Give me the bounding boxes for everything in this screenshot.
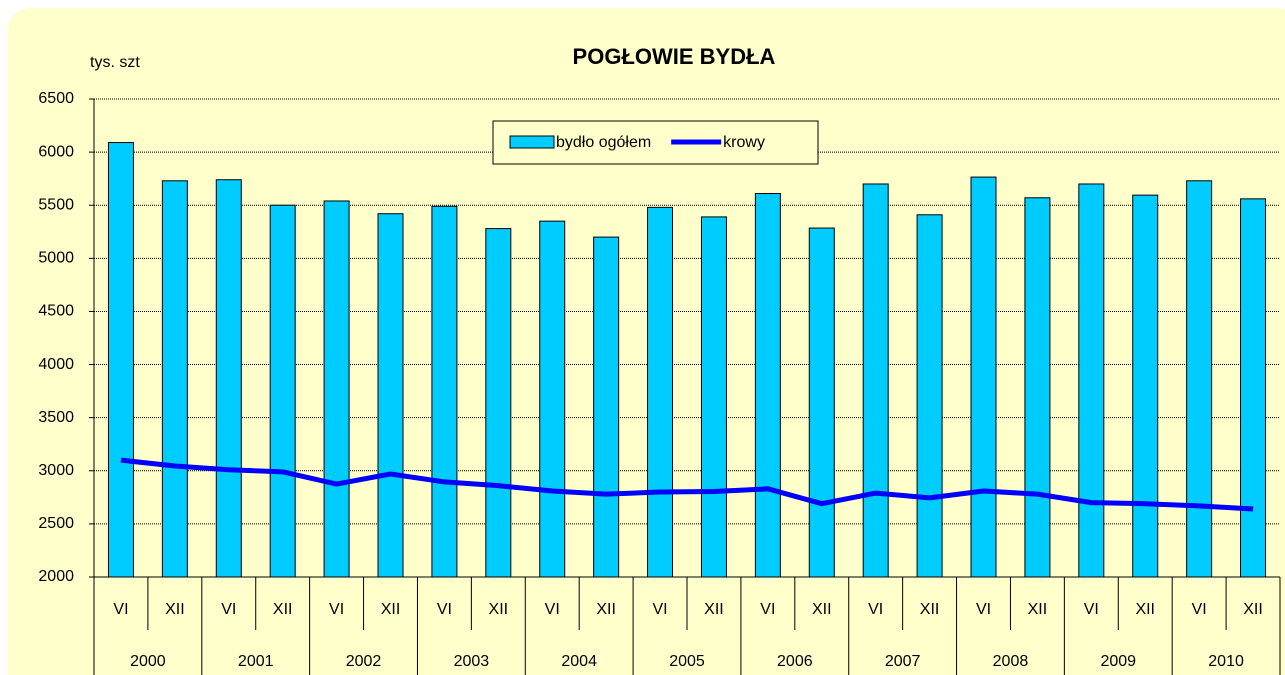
legend-swatch <box>509 135 555 149</box>
bar <box>916 214 943 578</box>
x-tick-label: XII <box>273 601 293 618</box>
bar <box>1240 198 1267 578</box>
x-group-label: 2008 <box>993 653 1029 670</box>
x-tick-label: VI <box>760 601 775 618</box>
x-tick-label: VI <box>437 601 452 618</box>
bar <box>593 236 620 578</box>
bar <box>1132 194 1159 578</box>
bar <box>700 216 727 578</box>
y-tick-label: 2500 <box>38 515 74 532</box>
bar <box>754 193 781 578</box>
x-group-label: 2004 <box>561 653 597 670</box>
x-tick-label: XII <box>920 601 940 618</box>
x-tick-label: XII <box>165 601 185 618</box>
legend-label: bydło ogółem <box>556 134 651 151</box>
bar <box>1024 197 1051 578</box>
x-tick-label: VI <box>113 601 128 618</box>
x-tick-label: VI <box>868 601 883 618</box>
y-tick-label: 5500 <box>38 196 74 213</box>
y-tick-label: 6000 <box>38 143 74 160</box>
x-group-label: 2005 <box>669 653 705 670</box>
x-tick-label: XII <box>1243 601 1263 618</box>
x-tick-label: VI <box>329 601 344 618</box>
x-group-label: 2001 <box>238 653 274 670</box>
x-tick-label: XII <box>596 601 616 618</box>
bar <box>107 142 134 578</box>
x-group-label: 2006 <box>777 653 813 670</box>
x-tick-label: XII <box>704 601 724 618</box>
x-tick-label: VI <box>221 601 236 618</box>
bar <box>485 228 512 578</box>
y-tick-label: 4000 <box>38 356 74 373</box>
x-tick-label: VI <box>1084 601 1099 618</box>
bar <box>970 176 997 578</box>
y-tick-label: 6500 <box>38 90 74 107</box>
bar <box>323 200 350 578</box>
bar <box>377 213 404 578</box>
y-tick-label: 3500 <box>38 409 74 426</box>
x-tick-label: XII <box>1028 601 1048 618</box>
bar <box>1078 183 1105 578</box>
x-group-label: 2002 <box>346 653 382 670</box>
y-tick-label: 4500 <box>38 303 74 320</box>
bar <box>862 183 889 578</box>
bar <box>647 206 674 578</box>
x-group-label: 2007 <box>885 653 921 670</box>
x-tick-label: VI <box>545 601 560 618</box>
bar <box>161 180 188 578</box>
x-tick-label: XII <box>489 601 509 618</box>
x-group-label: 2009 <box>1100 653 1136 670</box>
x-group-label: 2000 <box>130 653 166 670</box>
y-tick-label: 5000 <box>38 250 74 267</box>
chart-title: POGŁOWIE BYDŁA <box>573 44 776 69</box>
y-axis-label: tys. szt <box>90 54 140 71</box>
x-tick-label: XII <box>812 601 832 618</box>
x-tick-label: VI <box>976 601 991 618</box>
bar <box>808 227 835 578</box>
line <box>120 457 1254 512</box>
bar <box>1186 180 1213 578</box>
bar <box>269 204 296 578</box>
x-tick-label: VI <box>652 601 667 618</box>
y-tick-label: 2000 <box>38 568 74 585</box>
legend-label: krowy <box>723 134 765 151</box>
bar <box>431 205 458 578</box>
x-group-label: 2010 <box>1208 653 1244 670</box>
x-tick-label: XII <box>1135 601 1155 618</box>
x-group-label: 2003 <box>454 653 490 670</box>
x-tick-label: VI <box>1192 601 1207 618</box>
bar <box>539 220 566 578</box>
x-tick-label: XII <box>381 601 401 618</box>
bar <box>215 179 242 578</box>
y-tick-label: 3000 <box>38 462 74 479</box>
